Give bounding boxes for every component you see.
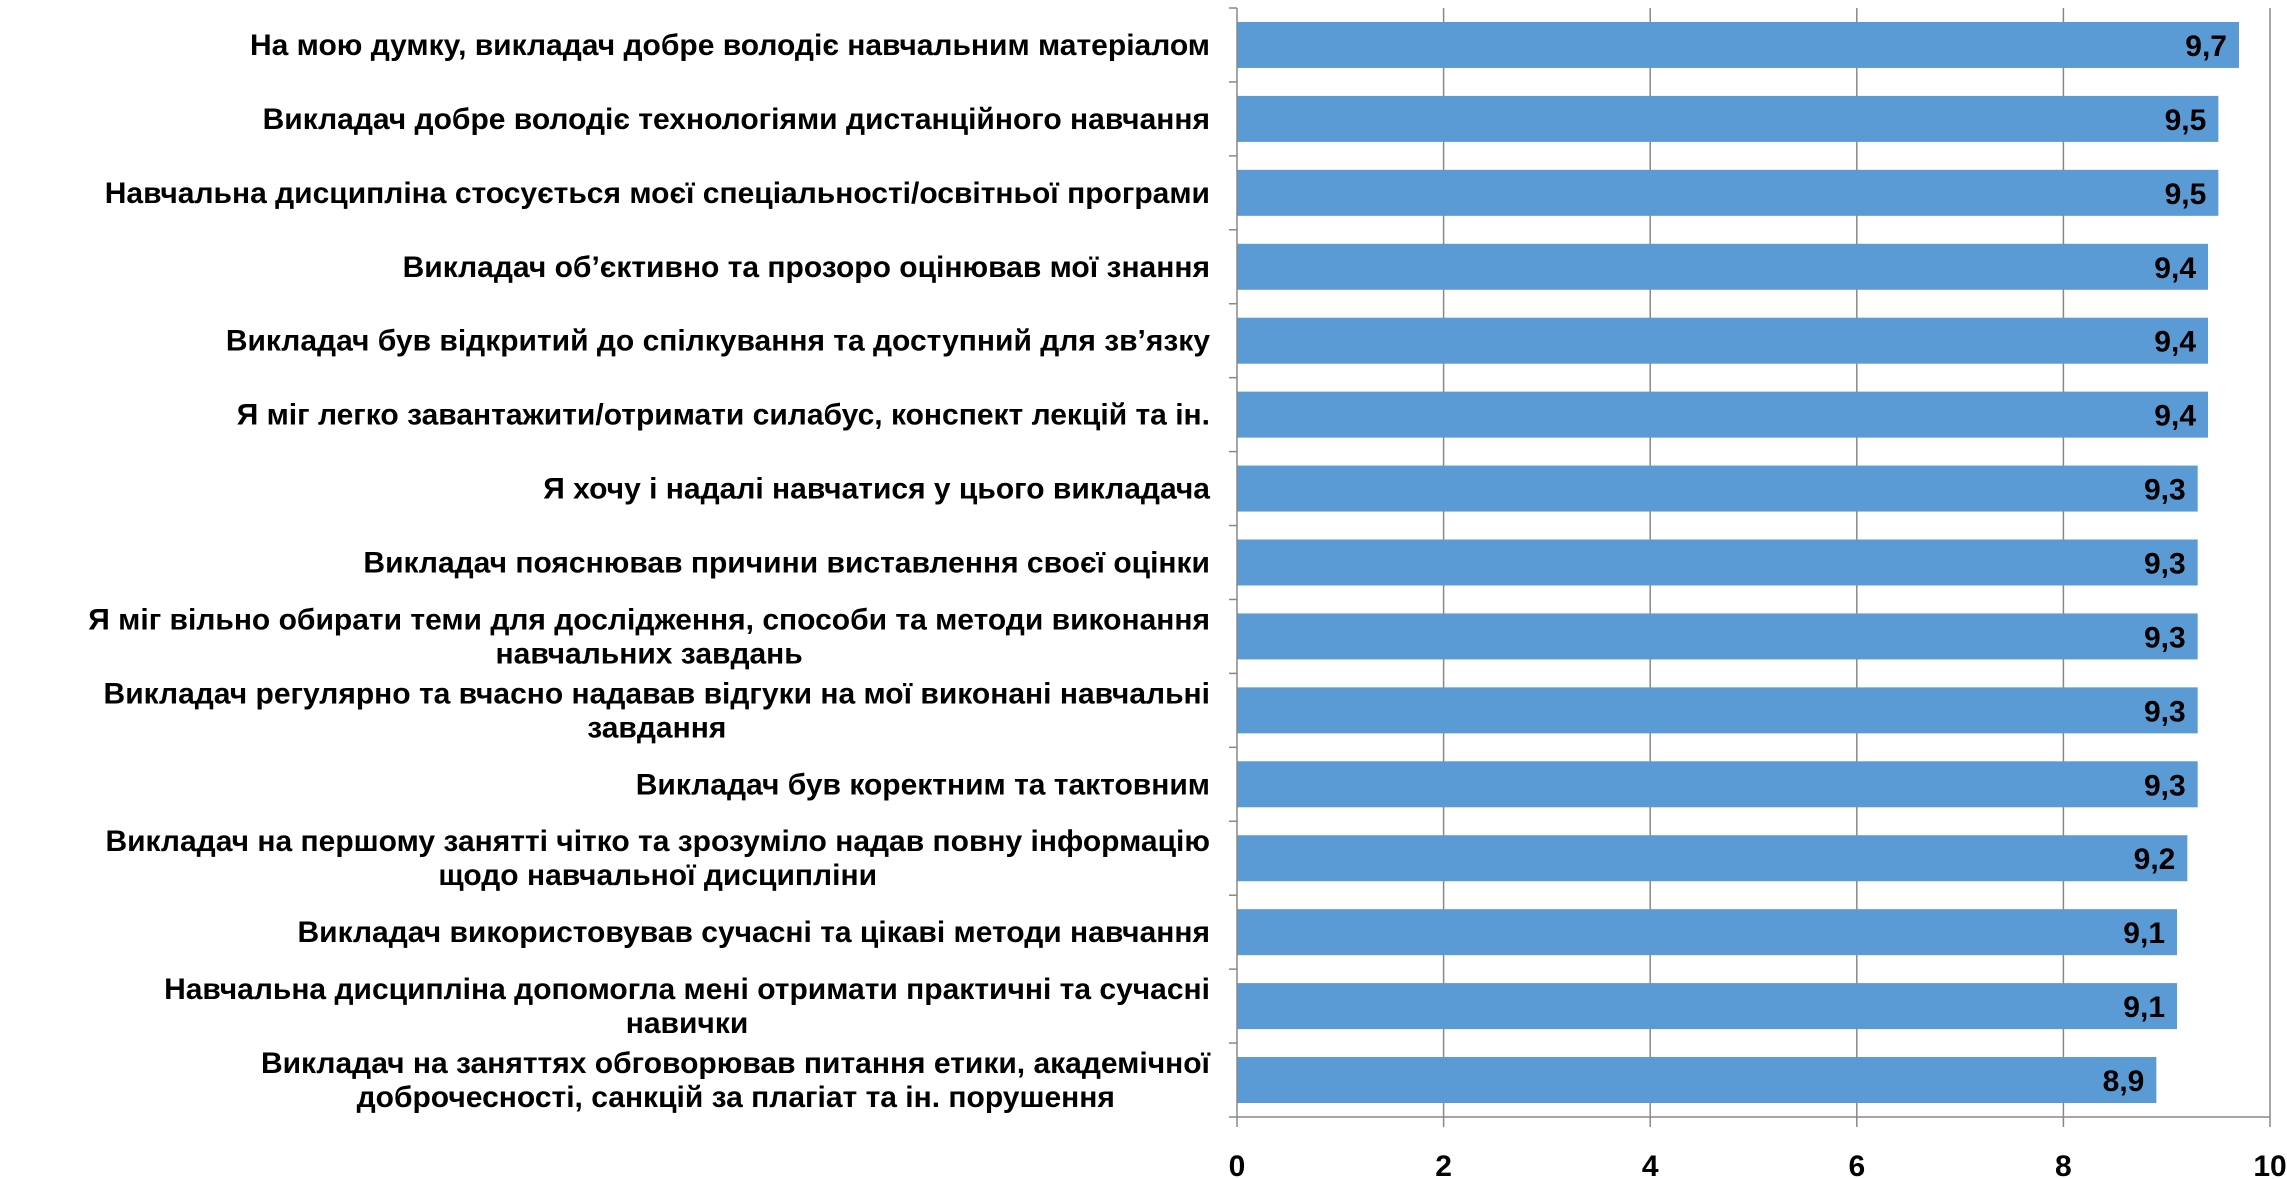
category-label-line: Викладач пояснював причини виставлення с… bbox=[363, 547, 1210, 580]
data-label: 9,7 bbox=[2185, 30, 2227, 63]
x-tick-label: 8 bbox=[2055, 1150, 2072, 1179]
bar bbox=[1237, 21, 2240, 68]
data-label: 9,3 bbox=[2144, 695, 2186, 728]
x-tick-label: 2 bbox=[1435, 1150, 1452, 1179]
data-label: 9,3 bbox=[2144, 548, 2186, 581]
category-label-line: Викладач був відкритий до спілкування та… bbox=[226, 325, 1211, 358]
data-label: 9,4 bbox=[2154, 252, 2196, 285]
category-label-line: Викладач добре володіє технологіями дист… bbox=[263, 103, 1210, 136]
x-tick-labels: 0 2 4 6 8 10 bbox=[1229, 1150, 2287, 1179]
bar bbox=[1237, 909, 2178, 956]
category-label-line: На мою думку, викладач добре володіє нав… bbox=[250, 29, 1210, 62]
category-label-line: Викладач регулярно та вчасно надавав від… bbox=[104, 677, 1210, 710]
bar bbox=[1237, 243, 2209, 290]
category-label-line: Навчальна дисципліна стосується моєї спе… bbox=[105, 177, 1210, 210]
category-label-line: Викладач був коректним та тактовним bbox=[636, 768, 1210, 801]
category-label-line: Я хочу і надалі навчатися у цього виклад… bbox=[543, 473, 1210, 506]
category-label: Викладач був коректним та тактовним bbox=[636, 768, 1210, 801]
x-tick-label: 0 bbox=[1229, 1150, 1246, 1179]
data-label: 9,4 bbox=[2154, 326, 2196, 359]
category-label: Викладач регулярно та вчасно надавав від… bbox=[104, 677, 1210, 744]
bar bbox=[1237, 539, 2198, 586]
category-label: Викладач на заняттях обговорював питання… bbox=[261, 1047, 1211, 1114]
data-label: 9,5 bbox=[2165, 104, 2207, 137]
bar bbox=[1237, 687, 2198, 734]
x-tick-label: 10 bbox=[2253, 1150, 2286, 1179]
category-label-line: доброчесності, санкцій за плагіат та ін.… bbox=[357, 1081, 1115, 1114]
bars bbox=[1237, 21, 2240, 1104]
category-label: Я міг вільно обирати теми для дослідженн… bbox=[88, 603, 1210, 670]
data-label: 9,5 bbox=[2165, 178, 2207, 211]
category-label-line: Викладач використовував сучасні та цікав… bbox=[298, 916, 1210, 949]
category-label-line: Я міг легко завантажити/отримати силабус… bbox=[237, 399, 1210, 432]
bar bbox=[1237, 391, 2209, 438]
category-label-line: щодо навчальної дисципліни bbox=[438, 859, 877, 892]
category-label: Я хочу і надалі навчатися у цього виклад… bbox=[543, 473, 1210, 506]
data-label: 9,2 bbox=[2134, 843, 2176, 876]
bar bbox=[1237, 983, 2178, 1030]
x-tick-label: 6 bbox=[1848, 1150, 1865, 1179]
data-label: 9,1 bbox=[2123, 991, 2165, 1024]
category-label-line: Викладач на першому занятті чітко та зро… bbox=[105, 825, 1210, 858]
data-label: 9,4 bbox=[2154, 400, 2196, 433]
data-label: 9,3 bbox=[2144, 769, 2186, 802]
category-label: Я міг легко завантажити/отримати силабус… bbox=[237, 399, 1210, 432]
x-tick-label: 4 bbox=[1642, 1150, 1659, 1179]
category-label-line: Я міг вільно обирати теми для дослідженн… bbox=[88, 603, 1210, 636]
category-label-line: Навчальна дисципліна допомогла мені отри… bbox=[164, 973, 1210, 1006]
category-label: Викладач використовував сучасні та цікав… bbox=[298, 916, 1210, 949]
bar bbox=[1237, 761, 2198, 808]
data-label: 8,9 bbox=[2103, 1065, 2145, 1098]
bar bbox=[1237, 835, 2188, 882]
category-label-line: навчальних завдань bbox=[496, 637, 803, 670]
category-label: Викладач пояснював причини виставлення с… bbox=[363, 547, 1210, 580]
category-labels: На мою думку, викладач добре володіє нав… bbox=[88, 29, 1210, 1114]
bar bbox=[1237, 169, 2219, 216]
bar bbox=[1237, 1057, 2157, 1104]
data-label: 9,3 bbox=[2144, 474, 2186, 507]
category-label: На мою думку, викладач добре володіє нав… bbox=[250, 29, 1210, 62]
category-label: Викладач об’єктивно та прозоро оцінював … bbox=[403, 251, 1210, 284]
category-label: Навчальна дисципліна стосується моєї спе… bbox=[105, 177, 1210, 210]
category-label-line: завдання bbox=[587, 711, 726, 744]
axes bbox=[1229, 7, 2271, 1127]
bar bbox=[1237, 95, 2219, 142]
category-label-line: Викладач на заняттях обговорював питання… bbox=[261, 1047, 1211, 1080]
category-label: Викладач на першому занятті чітко та зро… bbox=[105, 825, 1210, 892]
data-labels: 9,7 9,5 9,5 9,4 9,4 9,4 9,3 9,3 9,3 9,3 9,3 9,2 9,1 9… bbox=[2103, 30, 2227, 1098]
category-label: Викладач був відкритий до спілкування та… bbox=[226, 325, 1211, 358]
category-label: Викладач добре володіє технологіями дист… bbox=[263, 103, 1210, 136]
category-label-line: навички bbox=[626, 1007, 749, 1040]
data-label: 9,1 bbox=[2123, 917, 2165, 950]
bar bbox=[1237, 465, 2198, 512]
data-label: 9,3 bbox=[2144, 621, 2186, 654]
category-label: Навчальна дисципліна допомогла мені отри… bbox=[164, 973, 1210, 1040]
bar bbox=[1237, 317, 2209, 364]
bar bbox=[1237, 613, 2198, 660]
category-label-line: Викладач об’єктивно та прозоро оцінював … bbox=[403, 251, 1210, 284]
